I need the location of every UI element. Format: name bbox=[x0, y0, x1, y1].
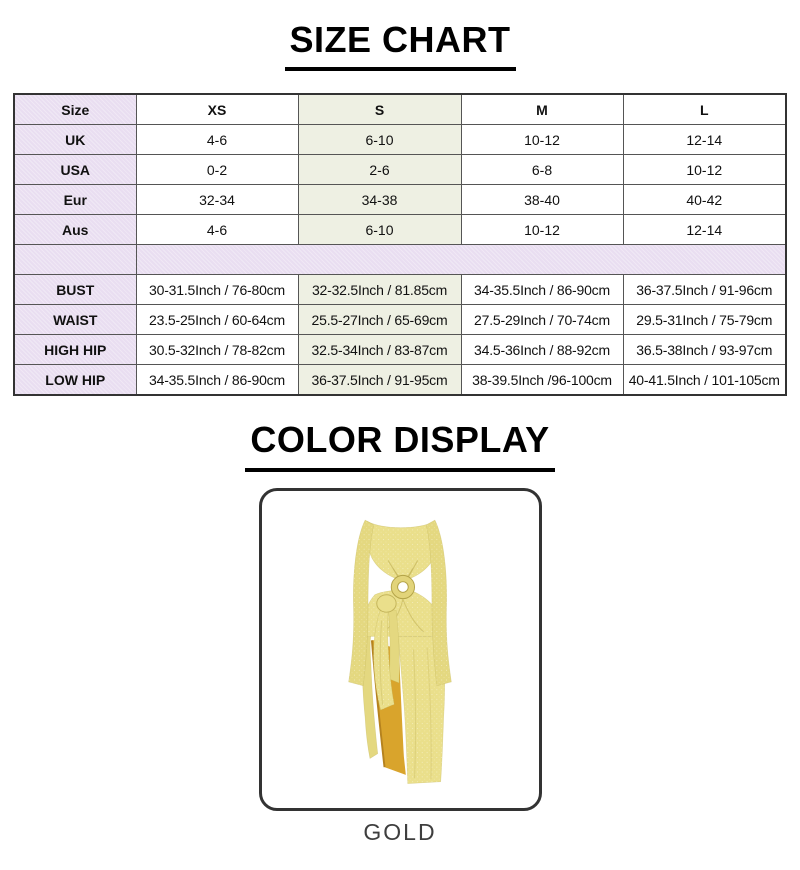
column-header-s: S bbox=[297, 93, 462, 126]
measure-cell: 40-41.5Inch / 101-105cm bbox=[622, 364, 787, 396]
size-cell: 10-12 bbox=[622, 154, 787, 186]
size-row-eur: Eur 32-34 34-38 38-40 40-42 bbox=[13, 184, 787, 216]
size-cell: 34-38 bbox=[297, 184, 462, 216]
row-label-eur: Eur bbox=[13, 184, 137, 216]
header-row: Size XS S M L bbox=[13, 93, 787, 126]
dress-sash bbox=[373, 594, 400, 711]
size-cell: 4-6 bbox=[135, 214, 299, 246]
column-header-size: Size bbox=[13, 93, 137, 126]
dress-image bbox=[348, 519, 452, 785]
measure-cell: 25.5-27Inch / 65-69cm bbox=[297, 304, 462, 336]
size-row-uk: UK 4-6 6-10 10-12 12-14 bbox=[13, 124, 787, 156]
size-cell: 6-10 bbox=[297, 124, 462, 156]
measure-cell: 27.5-29Inch / 70-74cm bbox=[460, 304, 624, 336]
size-chart-title: SIZE CHART bbox=[0, 19, 800, 72]
row-label-high-hip: HIGH HIP bbox=[13, 334, 137, 366]
size-chart-table: Size XS S M L UK 4-6 6-10 10-12 12-14 US… bbox=[13, 93, 787, 397]
measure-cell: 36-37.5Inch / 91-96cm bbox=[622, 274, 787, 306]
dress-o-ring bbox=[390, 575, 416, 600]
column-header-l: L bbox=[622, 93, 787, 126]
row-label-uk: UK bbox=[13, 124, 137, 156]
size-cell: 10-12 bbox=[460, 214, 624, 246]
spacer-cell bbox=[135, 244, 787, 276]
measure-cell: 36.5-38Inch / 93-97cm bbox=[622, 334, 787, 366]
size-cell: 4-6 bbox=[135, 124, 299, 156]
color-display-title: COLOR DISPLAY bbox=[0, 419, 800, 472]
row-label-waist: WAIST bbox=[13, 304, 137, 336]
measure-row-low-hip: LOW HIP 34-35.5Inch / 86-90cm 36-37.5Inc… bbox=[13, 364, 787, 396]
measure-cell: 34-35.5Inch / 86-90cm bbox=[460, 274, 624, 306]
spacer-row bbox=[13, 244, 787, 276]
measure-row-bust: BUST 30-31.5Inch / 76-80cm 32-32.5Inch /… bbox=[13, 274, 787, 306]
size-cell: 6-8 bbox=[460, 154, 624, 186]
size-cell: 6-10 bbox=[297, 214, 462, 246]
size-chart-title-text: SIZE CHART bbox=[284, 19, 516, 72]
column-header-m: M bbox=[460, 93, 624, 126]
row-label-usa: USA bbox=[13, 154, 137, 186]
row-label-bust: BUST bbox=[13, 274, 137, 306]
color-display-title-text: COLOR DISPLAY bbox=[245, 419, 555, 472]
measure-cell: 30.5-32Inch / 78-82cm bbox=[135, 334, 299, 366]
color-name-label: GOLD bbox=[363, 818, 437, 845]
size-cell: 38-40 bbox=[460, 184, 624, 216]
measure-cell: 32.5-34Inch / 83-87cm bbox=[297, 334, 462, 366]
measure-cell: 34-35.5Inch / 86-90cm bbox=[135, 364, 299, 396]
row-label-low-hip: LOW HIP bbox=[13, 364, 137, 396]
spacer-cell bbox=[13, 244, 137, 276]
measure-cell: 34.5-36Inch / 88-92cm bbox=[460, 334, 624, 366]
measure-cell: 38-39.5Inch /96-100cm bbox=[460, 364, 624, 396]
size-row-aus: Aus 4-6 6-10 10-12 12-14 bbox=[13, 214, 787, 246]
size-cell: 12-14 bbox=[622, 214, 787, 246]
dress-sash-knot bbox=[376, 594, 397, 613]
row-label-aus: Aus bbox=[13, 214, 137, 246]
size-cell: 12-14 bbox=[622, 124, 787, 156]
size-cell: 32-34 bbox=[135, 184, 299, 216]
measure-cell: 32-32.5Inch / 81.85cm bbox=[297, 274, 462, 306]
size-cell: 2-6 bbox=[297, 154, 462, 186]
measure-cell: 23.5-25Inch / 60-64cm bbox=[135, 304, 299, 336]
size-cell: 10-12 bbox=[460, 124, 624, 156]
measure-row-waist: WAIST 23.5-25Inch / 60-64cm 25.5-27Inch … bbox=[13, 304, 787, 336]
size-cell: 40-42 bbox=[622, 184, 787, 216]
measure-cell: 30-31.5Inch / 76-80cm bbox=[135, 274, 299, 306]
color-swatch-box bbox=[258, 487, 542, 811]
size-row-usa: USA 0-2 2-6 6-8 10-12 bbox=[13, 154, 787, 186]
measure-cell: 29.5-31Inch / 75-79cm bbox=[622, 304, 787, 336]
size-cell: 0-2 bbox=[135, 154, 299, 186]
measure-row-high-hip: HIGH HIP 30.5-32Inch / 78-82cm 32.5-34In… bbox=[13, 334, 787, 366]
column-header-xs: XS bbox=[135, 93, 299, 126]
measure-cell: 36-37.5Inch / 91-95cm bbox=[297, 364, 462, 396]
